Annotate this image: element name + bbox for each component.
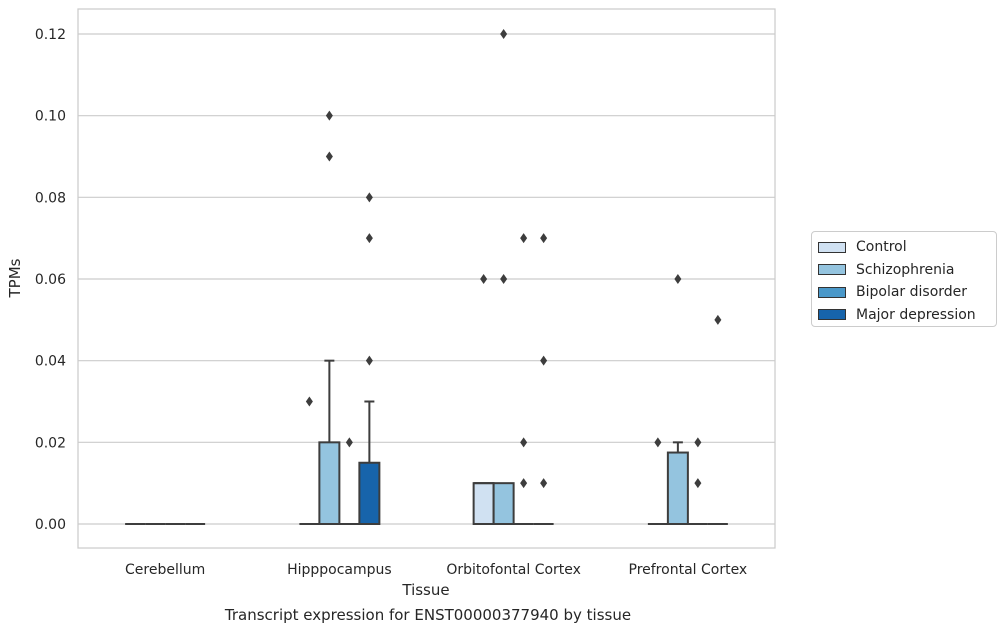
y-axis-label: TPMs: [6, 258, 24, 298]
legend-label: Bipolar disorder: [856, 284, 968, 301]
legend-label: Schizophrenia: [856, 261, 955, 278]
outlier-point: [325, 151, 333, 162]
outlier-point: [540, 478, 548, 489]
box-body: [318, 441, 341, 526]
gridlines: [78, 33, 775, 525]
box-schizophrenia: [666, 441, 689, 525]
outlier-point: [365, 355, 373, 366]
legend-swatch: [818, 241, 846, 253]
legend-item: Schizophrenia: [818, 259, 996, 282]
outlier-point: [654, 437, 662, 448]
legend-item: Bipolar disorder: [818, 281, 996, 304]
box-major-depression: [358, 400, 381, 525]
chart-caption: Transcript expression for ENST0000037794…: [224, 606, 632, 624]
outlier-point: [694, 478, 702, 489]
outlier-point: [480, 274, 488, 284]
outlier-point: [714, 314, 722, 325]
box-body: [358, 461, 381, 525]
x-tick-label: Cerebellum: [125, 562, 205, 578]
outlier-point: [500, 274, 508, 284]
x-tick-label: Prefrontal Cortex: [629, 562, 748, 578]
outlier-point: [365, 192, 373, 203]
y-tick-label: 0.02: [35, 435, 66, 451]
plot-area-frame: [77, 8, 776, 549]
outlier-point: [540, 355, 548, 366]
legend-item: Major depression: [818, 304, 996, 327]
outlier-point: [500, 29, 508, 39]
outlier-point: [520, 437, 528, 448]
legend-swatch: [818, 264, 846, 276]
outlier-point: [540, 233, 548, 244]
y-tick-label: 0.06: [35, 272, 66, 288]
outlier-point: [694, 437, 702, 448]
legend: Control Schizophrenia Bipolar disorder Majo…: [811, 231, 997, 327]
legend-swatch: [818, 309, 846, 321]
box-control: [472, 482, 495, 525]
outlier-point: [325, 110, 333, 121]
legend-item: Control: [818, 236, 996, 259]
outliers: [305, 29, 722, 489]
y-axis-ticks: 0.00 0.02 0.04 0.06 0.08 0.10 0.12: [35, 27, 66, 533]
y-tick-label: 0.04: [35, 354, 66, 370]
box-schizophrenia: [492, 482, 515, 525]
outlier-point: [365, 233, 373, 244]
y-tick-label: 0.10: [35, 109, 66, 125]
x-axis-label: Tissue: [401, 581, 449, 599]
y-tick-label: 0.12: [35, 27, 66, 43]
legend-label: Control: [856, 239, 907, 256]
x-axis-ticks: Cerebellum Hipppocampus Orbitofontal Corte…: [125, 562, 747, 578]
outlier-point: [520, 233, 528, 244]
box-schizophrenia: [318, 359, 341, 526]
box-body: [666, 451, 689, 525]
x-tick-label: Orbitofontal Cortex: [446, 562, 581, 578]
legend-swatch: [818, 286, 846, 298]
legend-label: Major depression: [856, 306, 976, 323]
y-tick-label: 0.08: [35, 190, 66, 206]
y-tick-label: 0.00: [35, 517, 66, 533]
boxes: [125, 359, 728, 526]
box-body: [492, 482, 515, 525]
outlier-point: [674, 274, 682, 284]
outlier-point: [305, 396, 313, 407]
box-body: [472, 482, 495, 525]
x-tick-label: Hipppocampus: [287, 562, 392, 578]
outlier-point: [345, 437, 353, 448]
outlier-point: [520, 478, 528, 489]
